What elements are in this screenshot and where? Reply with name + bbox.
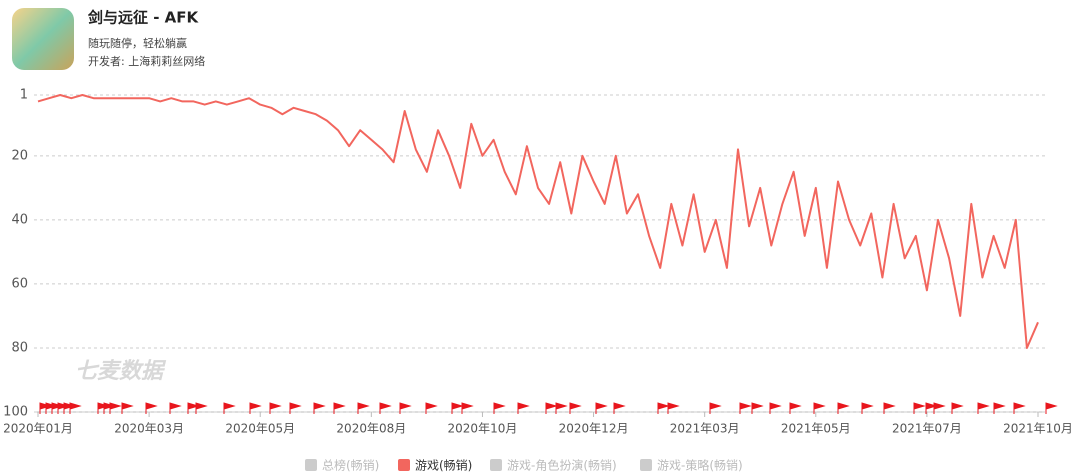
event-flag [861, 402, 874, 414]
x-tick-label: 2020年03月 [114, 422, 184, 436]
event-flag [169, 402, 182, 414]
event-flag [313, 402, 326, 414]
event-flag [977, 402, 990, 414]
event-flag [145, 402, 158, 414]
event-flag [195, 402, 208, 414]
event-flag [333, 402, 346, 414]
app-icon [12, 8, 74, 70]
x-tick-label: 2020年08月 [336, 422, 406, 436]
event-flag [425, 402, 438, 414]
event-flag [667, 402, 680, 414]
event-flag [461, 402, 474, 414]
y-tick-label: 80 [11, 340, 28, 355]
app-slogan: 随玩随停，轻松躺赢 [88, 36, 187, 50]
event-flag [933, 402, 946, 414]
y-tick-label: 40 [11, 212, 28, 227]
event-flag [1045, 402, 1058, 414]
rank-line [37, 94, 1039, 349]
event-flag [883, 402, 896, 414]
y-tick-label: 100 [3, 405, 28, 420]
event-flag [595, 402, 608, 414]
event-flag [249, 402, 262, 414]
x-tick-label: 2021年03月 [670, 422, 740, 436]
legend-label: 游戏-策略(畅销) [657, 458, 743, 473]
event-flag [993, 402, 1006, 414]
event-flag [789, 402, 802, 414]
x-tick-label: 2020年10月 [448, 422, 518, 436]
event-flag [451, 402, 464, 414]
event-flag [545, 402, 558, 414]
event-flag [1013, 402, 1026, 414]
event-flag [751, 402, 764, 414]
legend-swatch [305, 459, 317, 471]
x-tick-label: 2020年05月 [225, 422, 295, 436]
event-flag [913, 402, 926, 414]
legend-swatch [640, 459, 652, 471]
y-tick-label: 60 [11, 276, 28, 291]
legend-swatch [490, 459, 502, 471]
event-flag [613, 402, 626, 414]
x-tick-label: 2021年10月 [1003, 422, 1073, 436]
legend-label: 游戏(畅销) [415, 459, 472, 473]
event-flag [517, 402, 530, 414]
x-tick-label: 2020年01月 [3, 422, 73, 436]
legend-label: 游戏-角色扮演(畅销) [507, 458, 617, 473]
y-tick-label: 20 [11, 148, 28, 163]
event-flag [121, 402, 134, 414]
event-flag [837, 402, 850, 414]
event-flag [739, 402, 752, 414]
event-flag [399, 402, 412, 414]
x-tick-label: 2021年05月 [781, 422, 851, 436]
event-flag [357, 402, 370, 414]
x-tick-label: 2021年07月 [892, 422, 962, 436]
x-tick-label: 2020年12月 [559, 422, 629, 436]
event-flag [657, 402, 670, 414]
event-flag [109, 402, 122, 414]
event-flag [555, 402, 568, 414]
event-flag [769, 402, 782, 414]
event-flag [951, 402, 964, 414]
event-flag [379, 402, 392, 414]
event-flag [223, 402, 236, 414]
event-flag [709, 402, 722, 414]
event-flag [69, 402, 82, 414]
app-developer: 开发者: 上海莉莉丝网络 [88, 54, 205, 68]
event-flag [289, 402, 302, 414]
legend-label: 总榜(畅销) [322, 458, 379, 473]
app-title: 剑与远征 - AFK [87, 9, 200, 27]
legend-swatch [398, 459, 410, 471]
watermark: 七麦数据 [75, 359, 167, 384]
y-tick-label: 1 [20, 88, 28, 103]
event-flag [493, 402, 506, 414]
event-flag [569, 402, 582, 414]
event-flag [813, 402, 826, 414]
event-flag [269, 402, 282, 414]
